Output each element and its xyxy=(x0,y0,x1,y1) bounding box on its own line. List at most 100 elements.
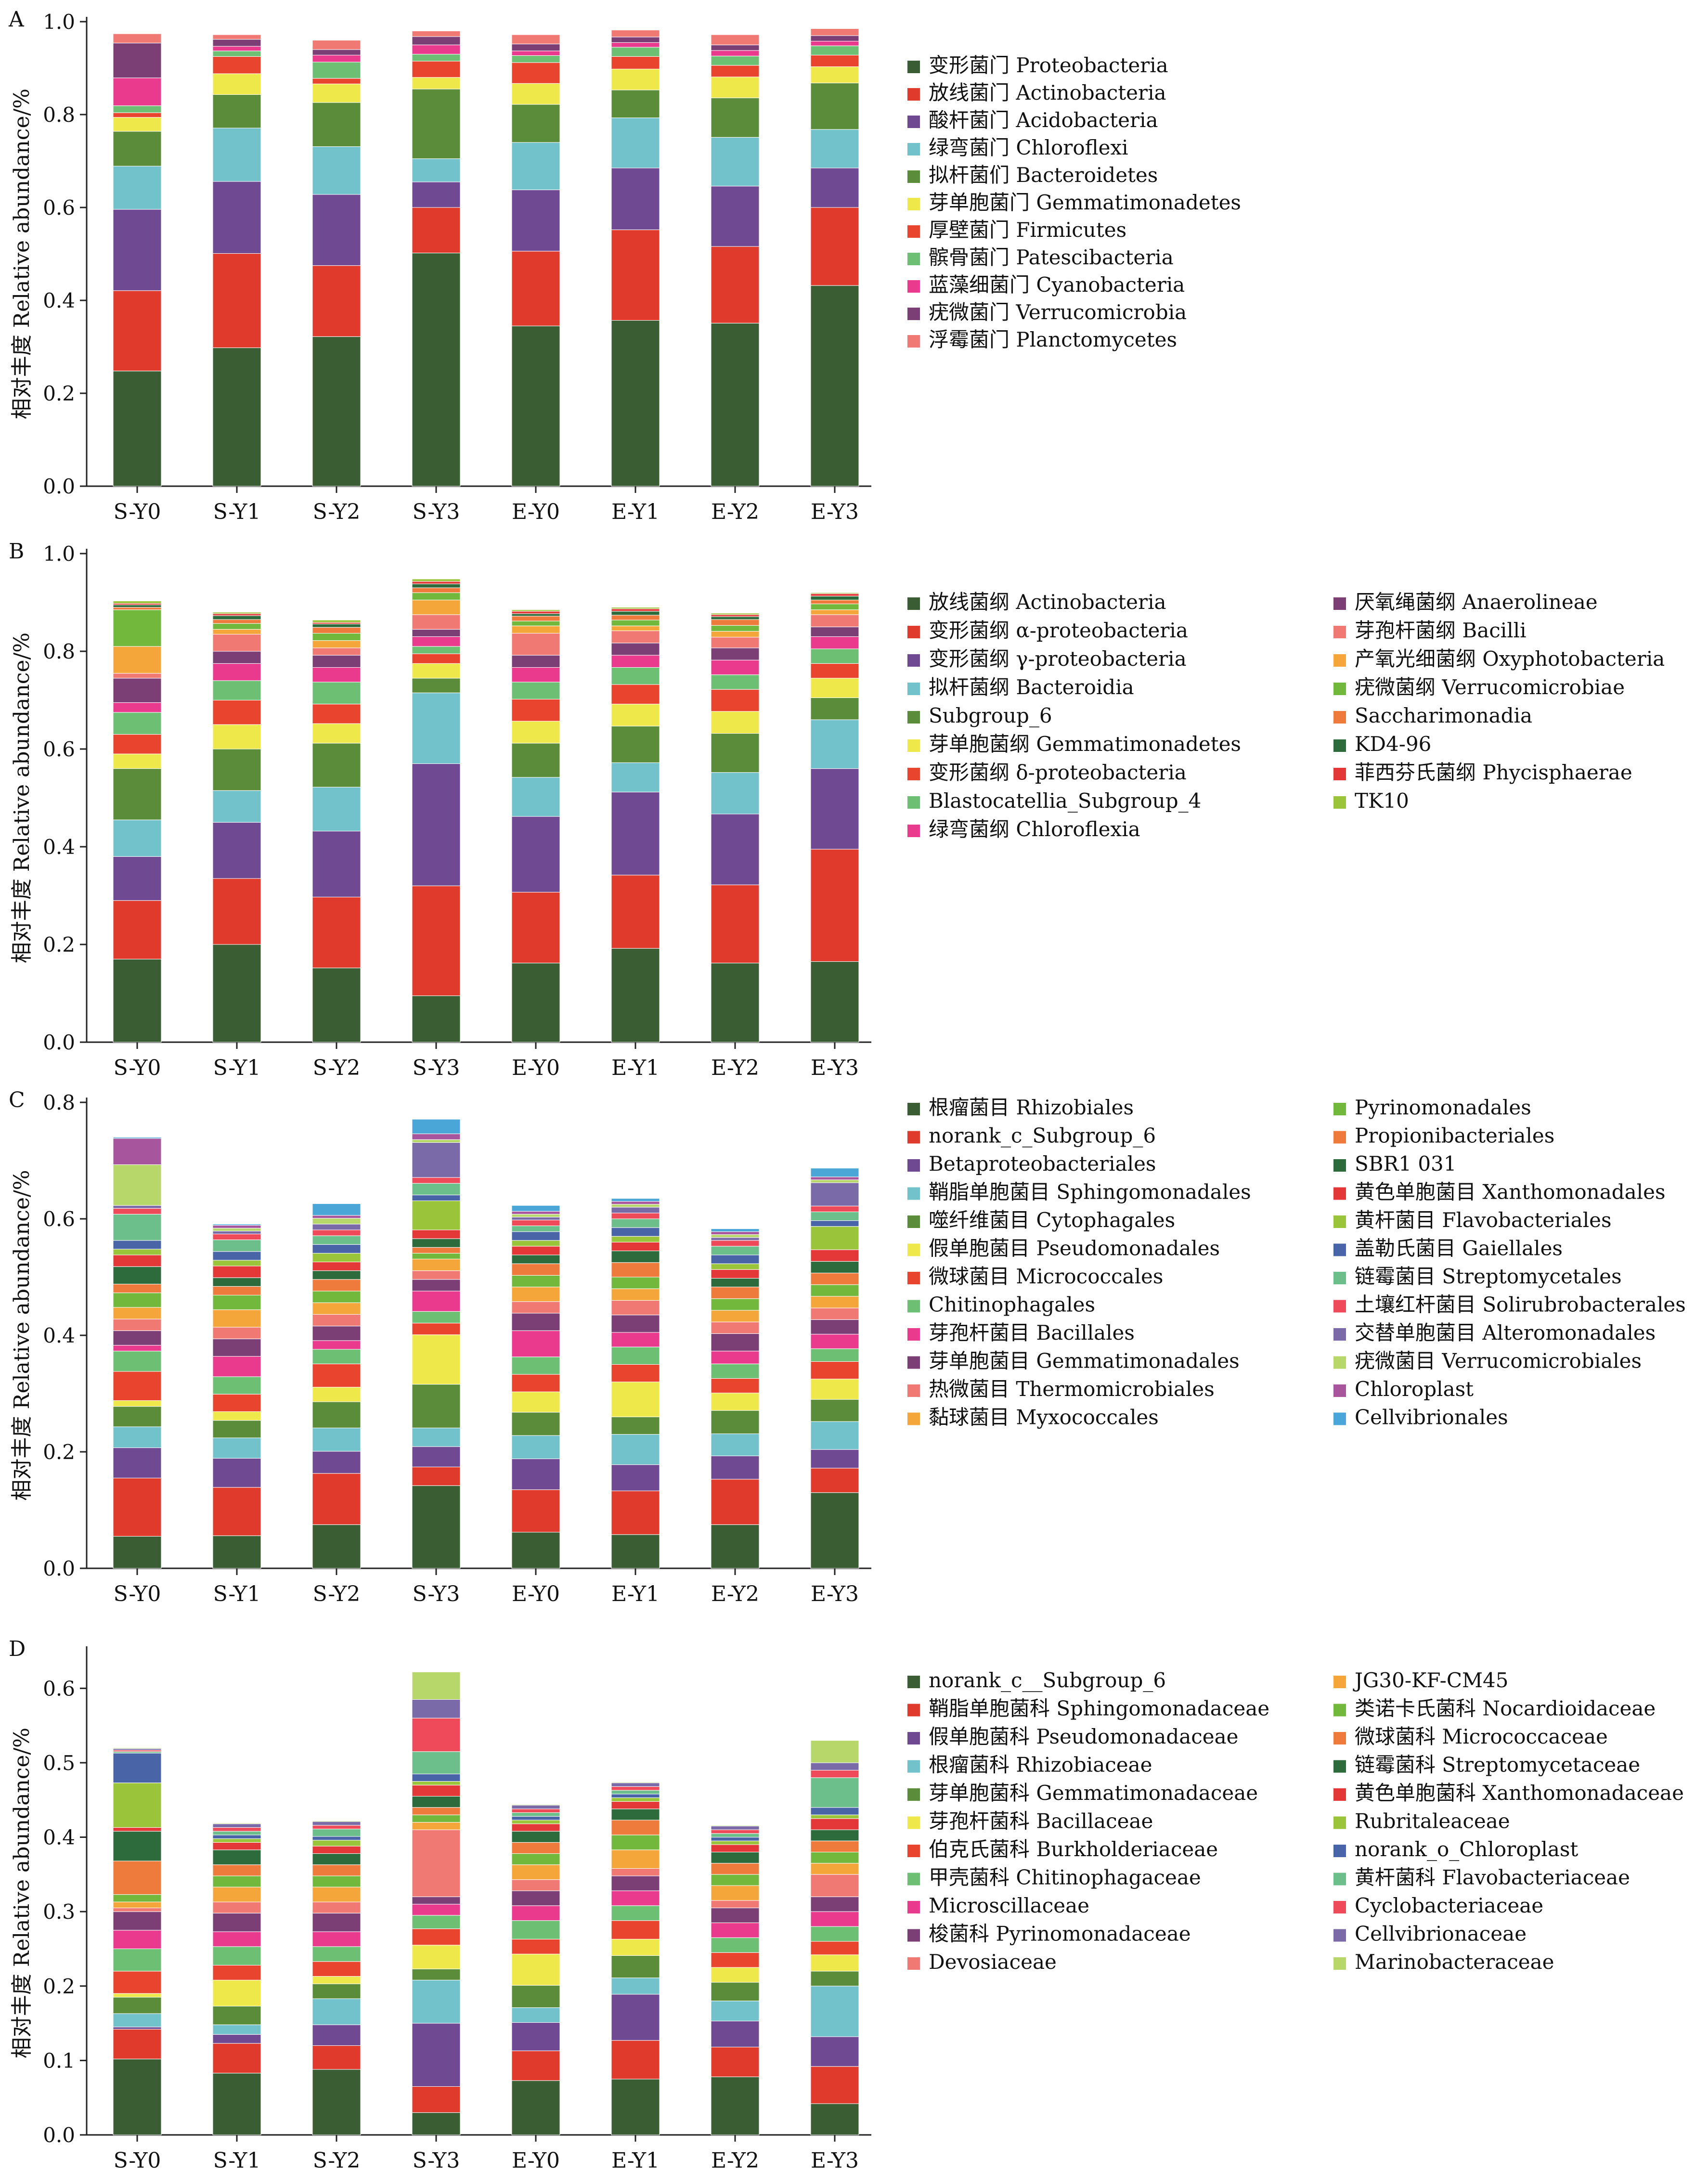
bar-segment xyxy=(511,2080,560,2135)
bar-segment xyxy=(212,1822,261,1824)
legend-swatch xyxy=(907,253,920,265)
bar-segment xyxy=(212,1394,261,1412)
legend-item: Cellvibrionales xyxy=(1355,1406,1508,1429)
bar-segment xyxy=(511,142,560,190)
y-tick-label: 0.5 xyxy=(43,1751,75,1775)
bar-segment xyxy=(511,1985,560,2008)
x-tick-label: S-Y3 xyxy=(413,2148,460,2173)
bar-segment xyxy=(113,1205,162,1209)
bar-segment xyxy=(212,1835,261,1839)
bar-segment xyxy=(511,1205,560,1212)
bar-segment xyxy=(511,34,560,44)
bar-segment xyxy=(212,1838,261,1843)
bar-segment xyxy=(711,186,760,247)
bar-segment xyxy=(611,1794,660,1798)
bar-segment xyxy=(810,678,859,698)
bar-segment xyxy=(113,712,162,735)
bar-segment xyxy=(711,2001,760,2021)
bar-segment xyxy=(511,1216,560,1220)
legend-swatch xyxy=(1333,1243,1346,1256)
bar-segment xyxy=(711,1278,760,1288)
bar-segment xyxy=(312,62,361,79)
bar-segment xyxy=(212,1295,261,1310)
bar-segment xyxy=(611,1790,660,1795)
bar-segment xyxy=(212,253,261,348)
bar-segment xyxy=(113,1345,162,1352)
bar-segment xyxy=(711,1982,760,2002)
bar-segment xyxy=(113,1164,162,1206)
bar-segment xyxy=(312,1451,361,1474)
bar-segment xyxy=(511,1816,560,1821)
bar-segment xyxy=(312,1262,361,1271)
bar-segment xyxy=(711,884,760,964)
legend-item: Pyrinomonadales xyxy=(1355,1096,1531,1119)
legend-swatch xyxy=(907,61,920,73)
legend-item: 微球菌目 Micrococcales xyxy=(929,1265,1163,1288)
bar-segment xyxy=(810,719,859,769)
bar-segment xyxy=(412,663,461,679)
y-tick-label: 0.0 xyxy=(43,2123,75,2147)
bar-segment xyxy=(412,599,461,615)
bar-segment xyxy=(810,1179,859,1183)
y-tick-label: 0.4 xyxy=(43,1826,75,1849)
bar-segment xyxy=(810,663,859,679)
bar-segment xyxy=(511,51,560,56)
bar-segment xyxy=(212,651,261,664)
bar-segment xyxy=(511,1211,560,1215)
bar-segment xyxy=(611,607,660,609)
legend-item: 伯克氏菌科 Burkholderiaceae xyxy=(929,1837,1218,1861)
bar-segment xyxy=(511,83,560,105)
bar-segment xyxy=(711,1829,760,1834)
bar-segment xyxy=(212,619,261,624)
legend-item: 产氧光细菌纲 Oxyphotobacteria xyxy=(1355,647,1665,671)
bar-segment xyxy=(312,2045,361,2070)
bar-segment xyxy=(212,2006,261,2025)
legend-item: Saccharimonadia xyxy=(1355,704,1532,727)
bar-segment xyxy=(711,1333,760,1352)
bar-segment xyxy=(611,655,660,668)
bar-segment xyxy=(611,875,660,949)
bar-segment xyxy=(711,1837,760,1841)
x-tick-label: S-Y3 xyxy=(413,1056,460,1080)
bar-segment xyxy=(810,1492,859,1569)
bar-segment xyxy=(113,1138,162,1165)
bar-segment xyxy=(611,37,660,43)
bar-segment xyxy=(412,2086,461,2113)
legend-swatch xyxy=(907,1732,920,1745)
bar-segment xyxy=(711,246,760,323)
bar-segment xyxy=(113,131,162,167)
bar-segment xyxy=(212,749,261,791)
bar-segment xyxy=(711,1393,760,1411)
bar-segment xyxy=(113,607,162,610)
legend-item: Microscillaceae xyxy=(929,1894,1089,1917)
legend-item: 交替单胞菌目 Alteromonadales xyxy=(1355,1321,1656,1344)
x-tick-label: S-Y2 xyxy=(313,1056,361,1080)
bar-segment xyxy=(511,1313,560,1331)
bar-segment xyxy=(412,181,461,208)
bar-segment xyxy=(113,1292,162,1308)
bar-segment xyxy=(611,1288,660,1301)
bar-segment xyxy=(511,667,560,683)
bar-segment xyxy=(711,1234,760,1238)
bar-segment xyxy=(212,680,261,701)
bar-segment xyxy=(711,1254,760,1264)
legend-swatch xyxy=(907,1929,920,1942)
legend-swatch xyxy=(907,1873,920,1886)
bar-segment xyxy=(511,816,560,892)
bar-segment xyxy=(810,1468,859,1493)
legend-item: 芽孢杆菌目 Bacillales xyxy=(929,1321,1135,1344)
x-tick-label: S-Y1 xyxy=(213,500,261,524)
legend-item: 放线菌门 Actinobacteria xyxy=(929,81,1166,104)
bar-segment xyxy=(511,963,560,1043)
legend-item: 蓝藻细菌门 Cyanobacteria xyxy=(929,273,1185,297)
bar-segment xyxy=(113,78,162,106)
legend-swatch xyxy=(907,198,920,210)
bar-segment xyxy=(511,1920,560,1939)
bar-segment xyxy=(810,1954,859,1972)
bar-segment xyxy=(611,704,660,726)
bar-segment xyxy=(312,336,361,487)
legend-swatch xyxy=(907,1300,920,1313)
bar-segment xyxy=(312,54,361,63)
bar-segment xyxy=(810,1176,859,1180)
bar-segment xyxy=(312,1349,361,1364)
